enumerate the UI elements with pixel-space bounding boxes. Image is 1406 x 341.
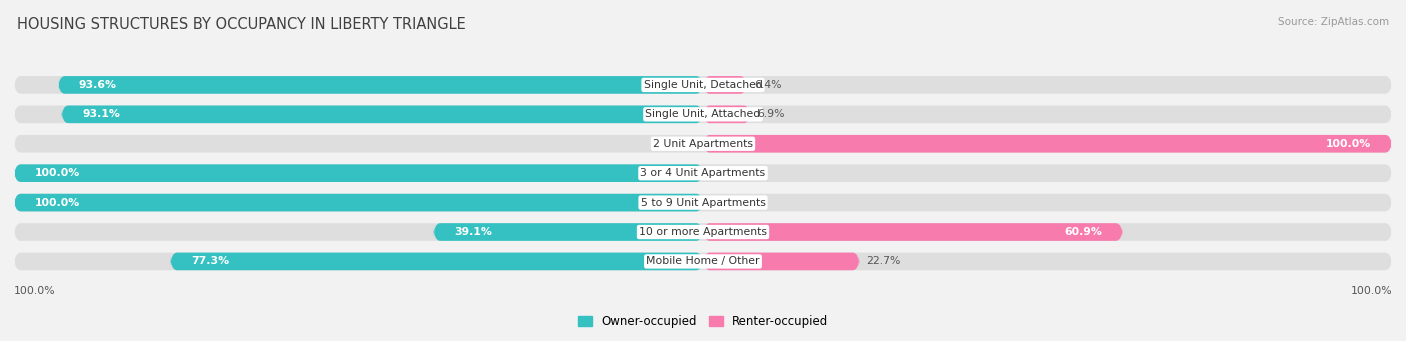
Text: 39.1%: 39.1% [454,227,492,237]
FancyBboxPatch shape [14,253,1392,270]
Text: 10 or more Apartments: 10 or more Apartments [638,227,768,237]
FancyBboxPatch shape [14,105,1392,123]
FancyBboxPatch shape [14,76,1392,94]
Text: 2 Unit Apartments: 2 Unit Apartments [652,139,754,149]
Text: 93.6%: 93.6% [79,80,117,90]
FancyBboxPatch shape [14,223,1392,241]
FancyBboxPatch shape [703,76,747,94]
Text: 6.9%: 6.9% [758,109,785,119]
Text: 100.0%: 100.0% [1326,139,1371,149]
FancyBboxPatch shape [14,194,1392,211]
Text: 93.1%: 93.1% [83,109,120,119]
FancyBboxPatch shape [14,164,703,182]
FancyBboxPatch shape [14,194,703,211]
FancyBboxPatch shape [170,253,703,270]
FancyBboxPatch shape [703,253,859,270]
Text: 77.3%: 77.3% [191,256,229,266]
Text: 22.7%: 22.7% [866,256,901,266]
Text: HOUSING STRUCTURES BY OCCUPANCY IN LIBERTY TRIANGLE: HOUSING STRUCTURES BY OCCUPANCY IN LIBER… [17,17,465,32]
FancyBboxPatch shape [14,164,1392,182]
Text: Source: ZipAtlas.com: Source: ZipAtlas.com [1278,17,1389,27]
Text: Single Unit, Detached: Single Unit, Detached [644,80,762,90]
FancyBboxPatch shape [14,135,1392,152]
Text: 3 or 4 Unit Apartments: 3 or 4 Unit Apartments [641,168,765,178]
Text: 5 to 9 Unit Apartments: 5 to 9 Unit Apartments [641,197,765,208]
FancyBboxPatch shape [58,76,703,94]
Text: Mobile Home / Other: Mobile Home / Other [647,256,759,266]
FancyBboxPatch shape [703,135,1392,152]
Text: 6.4%: 6.4% [754,80,782,90]
Legend: Owner-occupied, Renter-occupied: Owner-occupied, Renter-occupied [575,312,831,330]
Text: 100.0%: 100.0% [35,197,80,208]
Text: 100.0%: 100.0% [14,285,56,296]
FancyBboxPatch shape [62,105,703,123]
Text: Single Unit, Attached: Single Unit, Attached [645,109,761,119]
FancyBboxPatch shape [433,223,703,241]
Text: 60.9%: 60.9% [1064,227,1102,237]
FancyBboxPatch shape [703,105,751,123]
FancyBboxPatch shape [703,223,1122,241]
Text: 100.0%: 100.0% [1350,285,1392,296]
Text: 100.0%: 100.0% [35,168,80,178]
